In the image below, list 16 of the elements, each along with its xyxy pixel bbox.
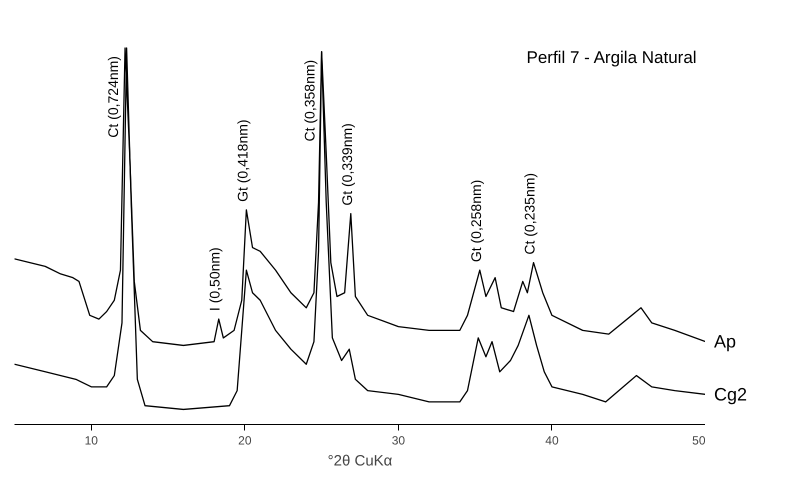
annotation: Gt (0,339nm) (338, 123, 355, 206)
annotation: Ct (0,724nm) (105, 56, 122, 138)
x-tick-label: 40 (545, 434, 559, 448)
x-tick-label: 50 (692, 434, 706, 448)
annotation: Ct (0,235nm) (522, 172, 538, 255)
series-label: Ap (714, 332, 736, 352)
x-tick-label: 20 (238, 434, 252, 448)
series-label: Cg2 (714, 384, 748, 404)
annotation: I (0,50nm) (206, 247, 223, 312)
chart-title: Perfil 7 - Argila Natural (526, 48, 697, 68)
x-tick-label: 30 (392, 434, 406, 448)
x-tick-label: 10 (84, 434, 98, 448)
x-axis-title: °2θ CuKα (328, 452, 393, 470)
annotation: Gt (0,418nm) (234, 119, 250, 202)
annotation: Gt (0,258nm) (468, 180, 484, 262)
annotation: Ct (0,358nm) (302, 60, 318, 142)
